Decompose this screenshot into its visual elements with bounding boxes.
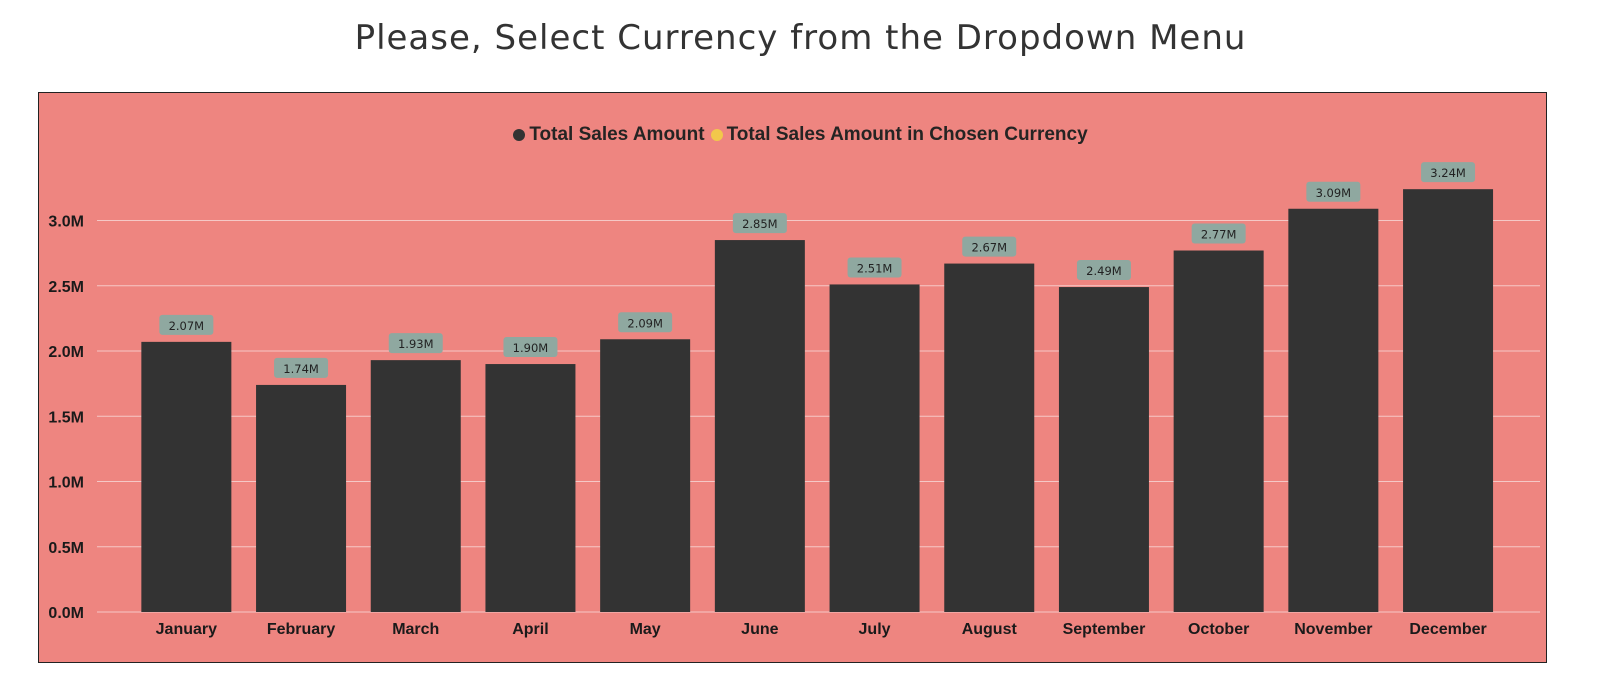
bars[interactable]	[141, 189, 1494, 612]
y-tick-label: 3.0M	[48, 214, 84, 231]
data-label-background	[732, 213, 787, 234]
legend-label: Total Sales Amount	[529, 124, 705, 145]
bar[interactable]	[1403, 189, 1494, 612]
x-tick-label: April	[512, 621, 548, 638]
bar[interactable]	[829, 284, 920, 612]
data-label: 2.09M	[627, 316, 663, 330]
bar[interactable]	[141, 341, 232, 612]
data-label-background	[274, 357, 329, 378]
data-label: 2.49M	[1086, 264, 1122, 278]
legend-dot-icon	[710, 129, 723, 141]
y-tick-label: 2.5M	[48, 279, 84, 296]
bar[interactable]	[600, 339, 691, 612]
data-label: 3.24M	[1430, 166, 1466, 180]
data-label: 1.93M	[398, 337, 434, 351]
legend-label: Total Sales Amount in Chosen Currency	[726, 124, 1088, 145]
data-label: 3.09M	[1316, 186, 1352, 200]
data-label-background	[962, 236, 1017, 257]
y-axis: 0.0M 0.5M 1.0M 1.5M 2.0M 2.5M 3.0M	[48, 214, 84, 623]
data-label: 1.74M	[283, 362, 319, 376]
data-label: 2.77M	[1201, 228, 1237, 242]
data-label-background	[1076, 260, 1131, 281]
x-tick-label: May	[630, 621, 661, 638]
y-tick-label: 0.5M	[48, 540, 84, 557]
data-label-background	[159, 314, 214, 335]
y-tick-label: 1.0M	[48, 475, 84, 492]
data-labels: 2.07M 1.74M 1.93M 1.90M 2.09M 2.85M 2.51M 2.67M…	[159, 162, 1476, 378]
data-label: 2.51M	[857, 261, 893, 275]
data-label-background	[1306, 181, 1361, 202]
bar[interactable]	[944, 263, 1035, 612]
x-tick-label: December	[1409, 621, 1486, 638]
page-title: Please, Select Currency from the Dropdow…	[354, 18, 1247, 58]
legend-dot-icon	[513, 129, 526, 141]
bar[interactable]	[256, 384, 347, 612]
data-label-background	[388, 333, 443, 354]
data-label-background	[503, 337, 558, 358]
data-label: 2.67M	[971, 241, 1007, 255]
legend-item-chosen-currency[interactable]: Total Sales Amount in Chosen Currency	[710, 124, 1088, 146]
x-tick-label: July	[859, 621, 891, 638]
x-tick-label: January	[156, 621, 217, 638]
bar[interactable]	[714, 240, 805, 612]
x-tick-label: March	[392, 621, 439, 638]
x-tick-label: June	[741, 621, 778, 638]
bar[interactable]	[1058, 287, 1149, 612]
legend-item-total-sales[interactable]: Total Sales Amount	[513, 124, 705, 146]
y-tick-label: 0.0M	[48, 605, 84, 622]
data-label: 2.07M	[169, 319, 205, 333]
chart-legend[interactable]: Total Sales Amount Total Sales Amount in…	[0, 124, 1601, 146]
data-label-background	[847, 257, 902, 278]
bar[interactable]	[1173, 250, 1264, 612]
x-tick-label: November	[1294, 621, 1372, 638]
y-tick-label: 1.5M	[48, 409, 84, 426]
x-tick-label: August	[962, 621, 1018, 638]
x-tick-label: October	[1188, 621, 1249, 638]
bar[interactable]	[485, 364, 576, 612]
y-tick-label: 2.0M	[48, 344, 84, 361]
x-tick-label: September	[1063, 621, 1146, 638]
data-label-background	[618, 312, 673, 333]
x-axis: January February March April May June July Augu…	[156, 621, 1487, 638]
data-label-background	[1191, 223, 1246, 244]
data-label: 2.85M	[742, 217, 778, 231]
data-label-background	[1421, 162, 1476, 183]
x-tick-label: February	[267, 621, 336, 638]
data-label: 1.90M	[513, 341, 549, 355]
bar[interactable]	[370, 360, 461, 612]
bar[interactable]	[1288, 208, 1379, 612]
